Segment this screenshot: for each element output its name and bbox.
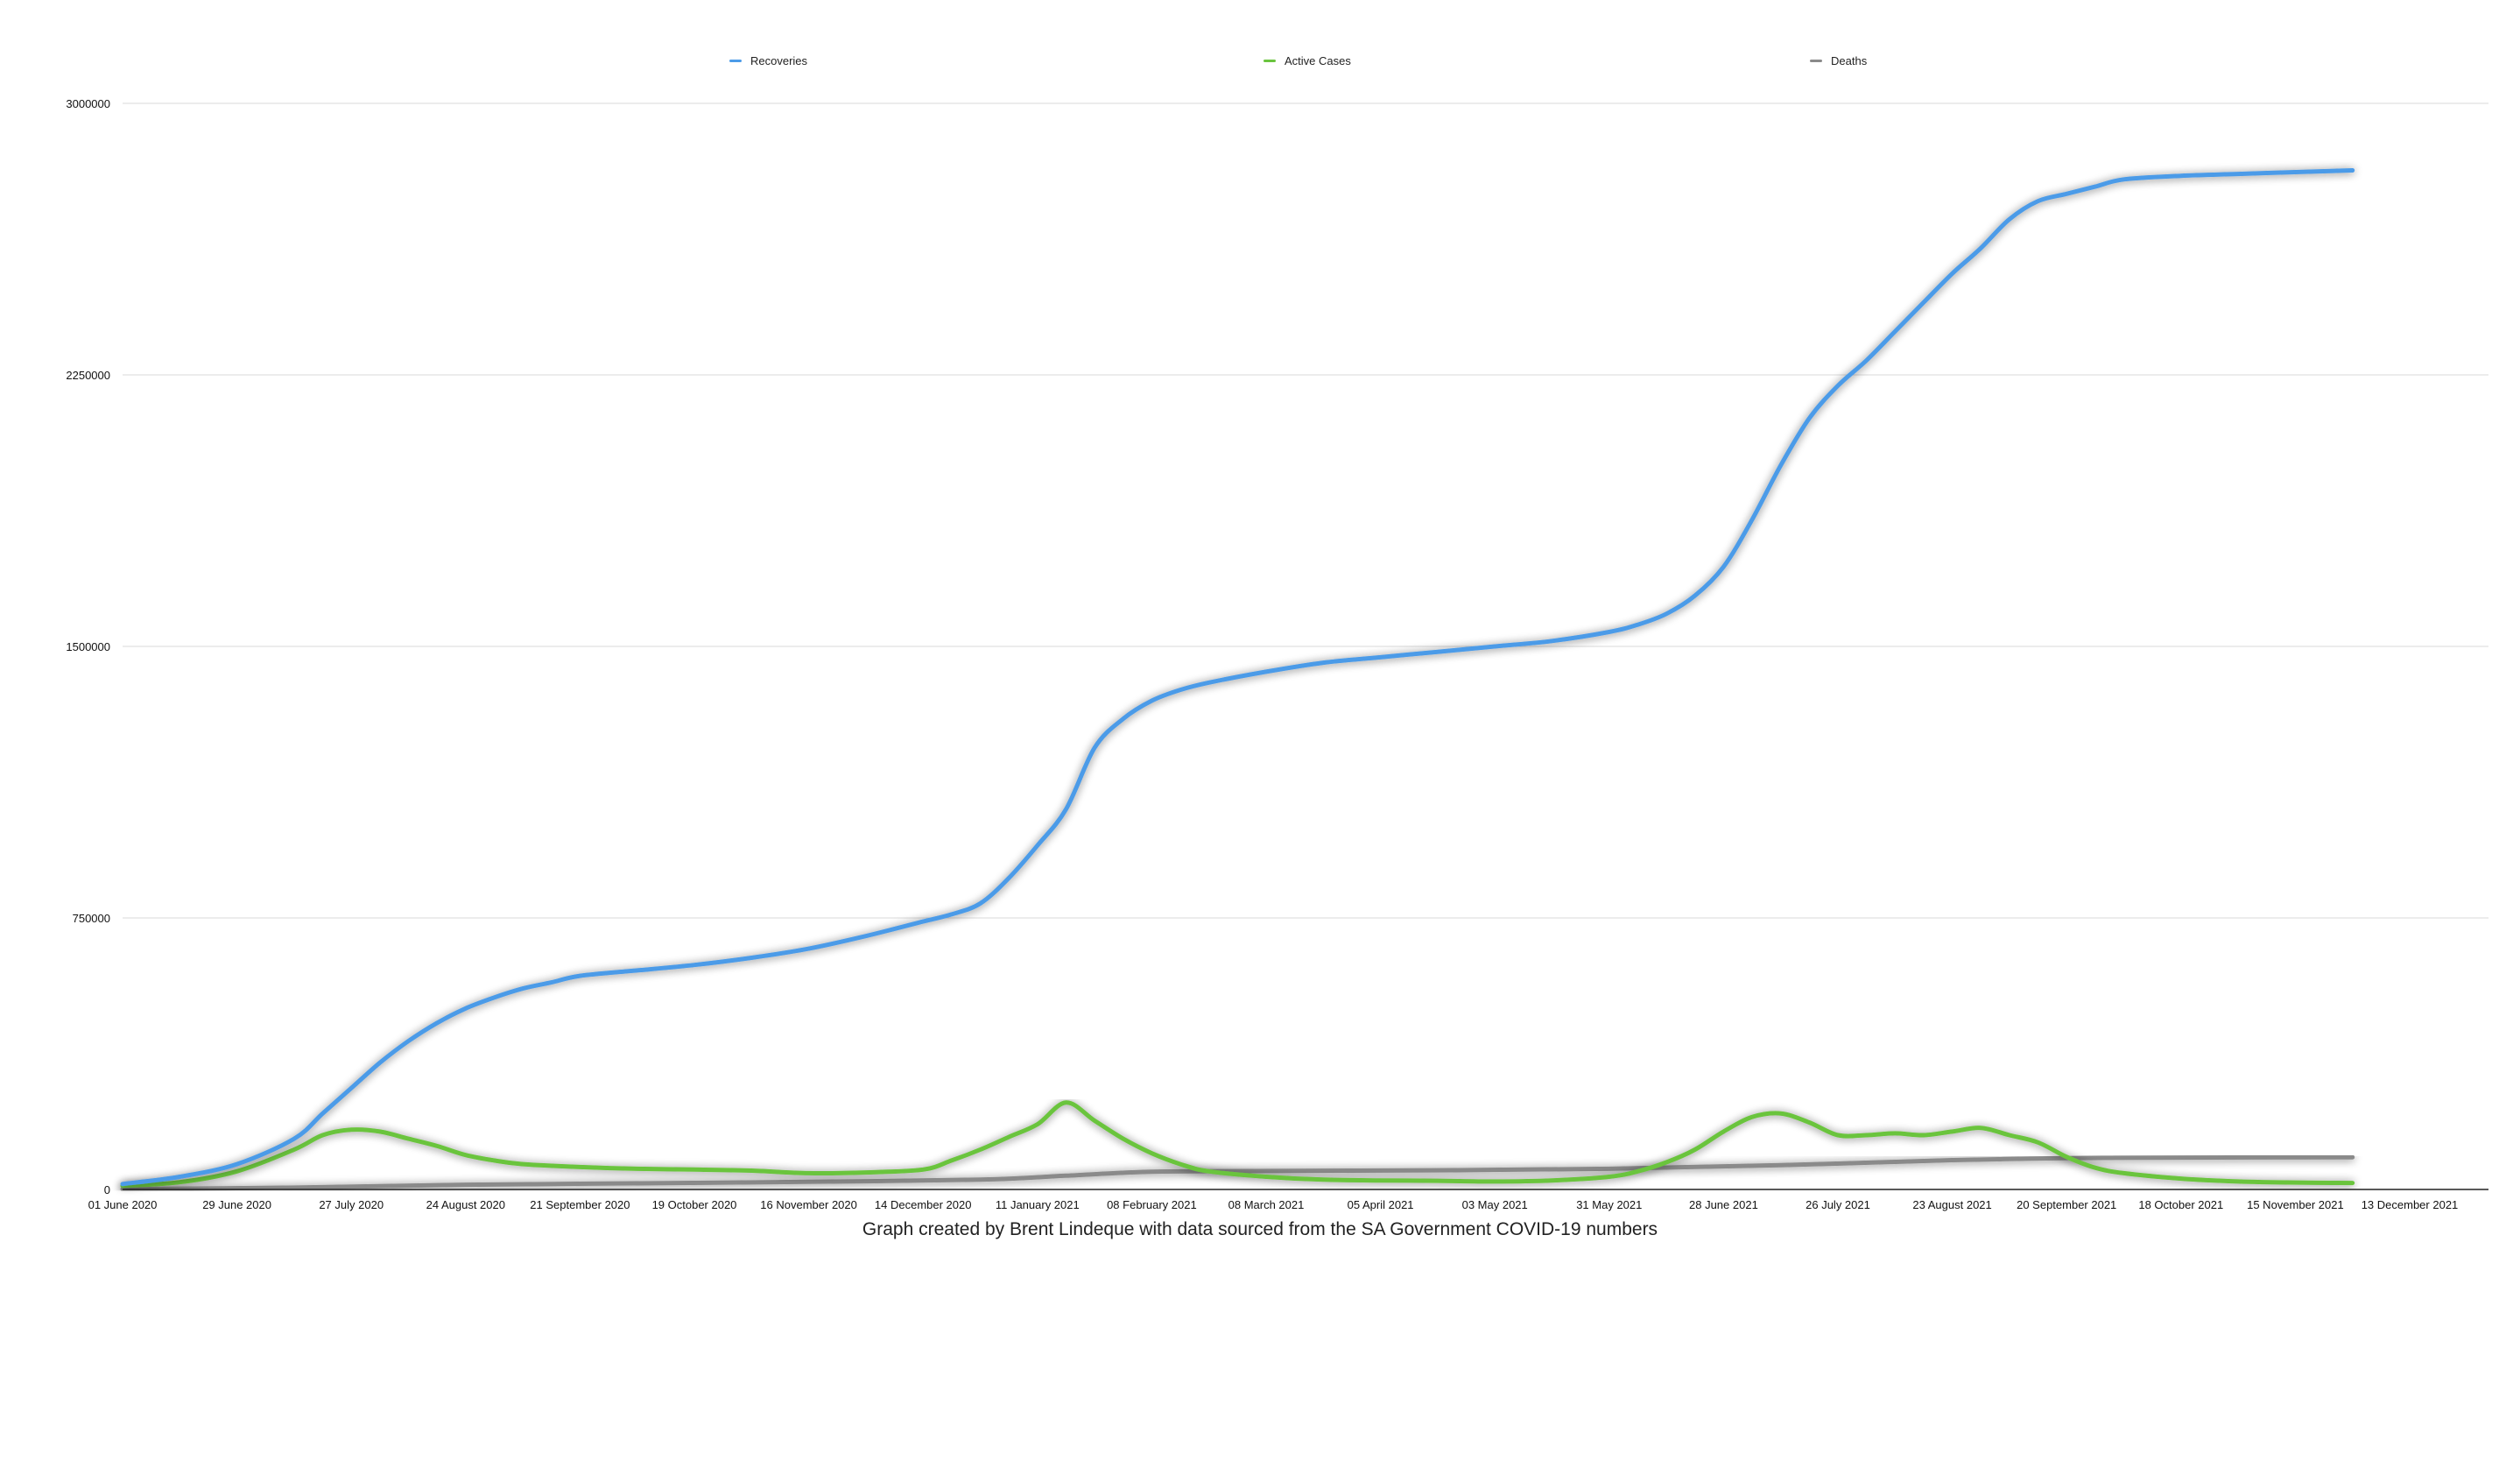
x-tick-label: 15 November 2021 [2247,1198,2344,1211]
x-tick-label: 13 December 2021 [2362,1198,2459,1211]
legend-label-deaths: Deaths [1831,54,1868,67]
x-tick-label: 05 April 2021 [1348,1198,1414,1211]
grid-lines [123,102,2488,919]
x-tick-label: 08 March 2021 [1228,1198,1305,1211]
x-tick-label: 19 October 2020 [652,1198,737,1211]
series-lines [120,168,2355,1192]
y-axis-ticks: 0 750000 1500000 2250000 3000000 [66,97,110,1196]
x-tick-label: 20 September 2021 [2017,1198,2116,1211]
x-tick-label: 03 May 2021 [1462,1198,1528,1211]
x-tick-label: 14 December 2020 [875,1198,972,1211]
y-tick-label: 1500000 [66,640,110,653]
legend-item-active-cases: Active Cases [1264,54,1351,67]
x-tick-label: 31 May 2021 [1576,1198,1642,1211]
y-tick-label: 2250000 [66,369,110,382]
x-tick-label: 24 August 2020 [426,1198,505,1211]
legend-item-deaths: Deaths [1810,54,1867,67]
legend-swatch-recoveries [729,60,742,62]
x-tick-label: 08 February 2021 [1107,1198,1197,1211]
legend-item-recoveries: Recoveries [729,54,807,67]
x-tick-label: 11 January 2021 [996,1198,1080,1211]
y-tick-label: 0 [104,1183,110,1196]
legend-swatch-deaths [1810,60,1822,62]
x-tick-label: 23 August 2021 [1912,1198,1991,1211]
legend-label-active-cases: Active Cases [1285,54,1351,67]
legend-label-recoveries: Recoveries [750,54,808,67]
x-tick-label: 01 June 2020 [88,1198,158,1211]
y-tick-label: 750000 [73,912,110,925]
x-tick-label: 28 June 2021 [1689,1198,1758,1211]
x-tick-label: 21 September 2020 [530,1198,630,1211]
x-axis-ticks: 01 June 2020 29 June 2020 27 July 2020 24 A… [88,1198,2459,1211]
x-tick-label: 18 October 2021 [2138,1198,2223,1211]
series-line-active-cases [120,1100,2355,1189]
chart-caption: Graph created by Brent Lindeque with dat… [862,1219,1658,1239]
x-tick-label: 29 June 2020 [202,1198,271,1211]
series-line-recoveries [120,168,2355,1187]
legend-swatch-active-cases [1264,60,1276,62]
legend: Recoveries Active Cases Deaths [0,54,2520,75]
x-tick-label: 27 July 2020 [319,1198,384,1211]
x-tick-label: 16 November 2020 [760,1198,857,1211]
x-tick-label: 26 July 2021 [1806,1198,1870,1211]
y-tick-label: 3000000 [66,97,110,110]
